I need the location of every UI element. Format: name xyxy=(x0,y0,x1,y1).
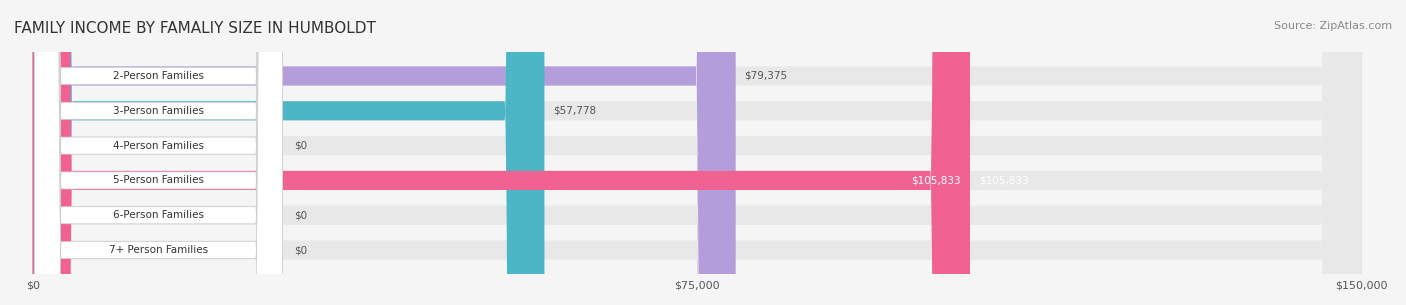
FancyBboxPatch shape xyxy=(32,0,1361,305)
FancyBboxPatch shape xyxy=(32,0,1361,305)
FancyBboxPatch shape xyxy=(32,0,1361,305)
FancyBboxPatch shape xyxy=(35,0,283,305)
Text: 4-Person Families: 4-Person Families xyxy=(112,141,204,151)
Text: $105,833: $105,833 xyxy=(979,175,1029,185)
FancyBboxPatch shape xyxy=(32,0,735,305)
FancyBboxPatch shape xyxy=(35,0,283,305)
Text: $105,833: $105,833 xyxy=(911,175,962,185)
FancyBboxPatch shape xyxy=(32,0,1361,305)
Text: FAMILY INCOME BY FAMALIY SIZE IN HUMBOLDT: FAMILY INCOME BY FAMALIY SIZE IN HUMBOLD… xyxy=(14,21,375,36)
Text: 5-Person Families: 5-Person Families xyxy=(112,175,204,185)
FancyBboxPatch shape xyxy=(32,0,1361,305)
Text: $57,778: $57,778 xyxy=(554,106,596,116)
Text: $0: $0 xyxy=(294,210,307,220)
Text: 2-Person Families: 2-Person Families xyxy=(112,71,204,81)
Text: 3-Person Families: 3-Person Families xyxy=(112,106,204,116)
Text: Source: ZipAtlas.com: Source: ZipAtlas.com xyxy=(1274,21,1392,31)
FancyBboxPatch shape xyxy=(35,0,283,305)
Text: $0: $0 xyxy=(294,245,307,255)
FancyBboxPatch shape xyxy=(35,0,283,305)
FancyBboxPatch shape xyxy=(35,0,283,305)
Text: $0: $0 xyxy=(294,141,307,151)
Text: 7+ Person Families: 7+ Person Families xyxy=(108,245,208,255)
Text: 6-Person Families: 6-Person Families xyxy=(112,210,204,220)
FancyBboxPatch shape xyxy=(35,0,283,305)
FancyBboxPatch shape xyxy=(32,0,970,305)
FancyBboxPatch shape xyxy=(32,0,544,305)
FancyBboxPatch shape xyxy=(32,0,1361,305)
Text: $79,375: $79,375 xyxy=(745,71,787,81)
